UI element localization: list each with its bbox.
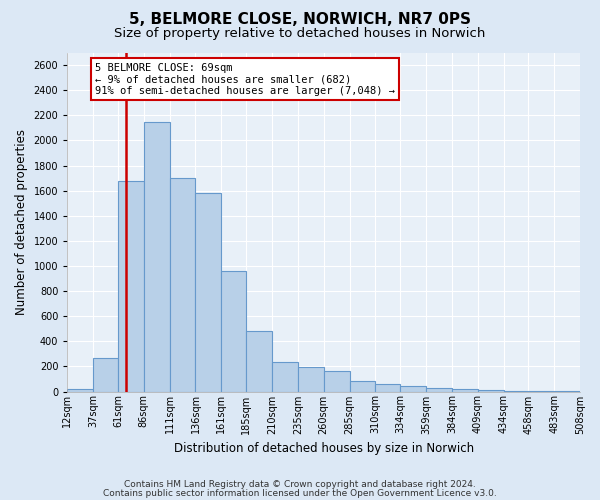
Bar	[478, 390, 503, 392]
Bar	[400, 386, 426, 392]
Bar	[144, 122, 170, 392]
Bar	[118, 180, 144, 392]
Bar	[376, 384, 400, 392]
Bar	[170, 178, 196, 392]
Bar	[452, 390, 478, 392]
Text: 5 BELMORE CLOSE: 69sqm
← 9% of detached houses are smaller (682)
91% of semi-det: 5 BELMORE CLOSE: 69sqm ← 9% of detached …	[95, 62, 395, 96]
Bar	[246, 331, 272, 392]
Bar	[554, 391, 580, 392]
Text: 5, BELMORE CLOSE, NORWICH, NR7 0PS: 5, BELMORE CLOSE, NORWICH, NR7 0PS	[129, 12, 471, 28]
Text: Size of property relative to detached houses in Norwich: Size of property relative to detached ho…	[115, 28, 485, 40]
Text: Contains HM Land Registry data © Crown copyright and database right 2024.: Contains HM Land Registry data © Crown c…	[124, 480, 476, 489]
Bar	[298, 367, 323, 392]
Bar	[272, 362, 298, 392]
Text: Contains public sector information licensed under the Open Government Licence v3: Contains public sector information licen…	[103, 489, 497, 498]
X-axis label: Distribution of detached houses by size in Norwich: Distribution of detached houses by size …	[173, 442, 474, 455]
Bar	[426, 388, 452, 392]
Y-axis label: Number of detached properties: Number of detached properties	[15, 129, 28, 315]
Bar	[323, 372, 350, 392]
Bar	[67, 390, 93, 392]
Bar	[350, 382, 376, 392]
Bar	[93, 358, 118, 392]
Bar	[196, 193, 221, 392]
Bar	[503, 391, 529, 392]
Bar	[221, 271, 246, 392]
